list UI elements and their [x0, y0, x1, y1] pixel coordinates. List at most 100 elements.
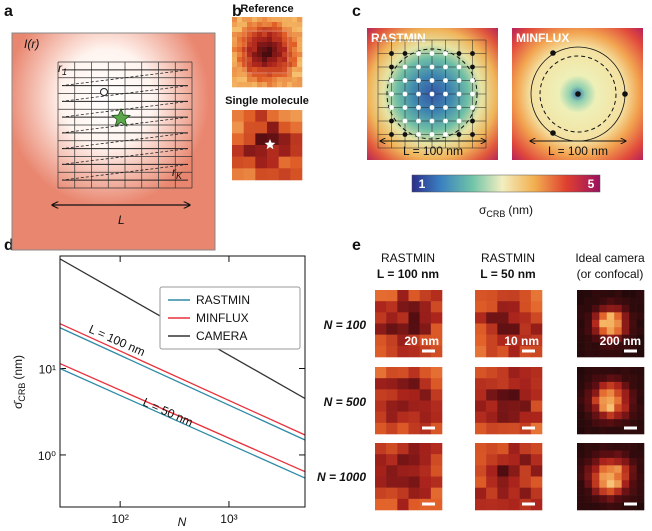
pixel	[599, 381, 608, 390]
pixel	[621, 334, 630, 343]
pixel	[375, 411, 387, 424]
pixel	[287, 77, 293, 83]
exposure-point	[416, 51, 421, 56]
pixel	[629, 342, 637, 350]
exposure-point	[456, 118, 462, 124]
colorbar-tick-label: 1	[419, 177, 426, 191]
pixel	[599, 480, 608, 488]
exposure-point	[402, 132, 408, 137]
pixel	[232, 121, 244, 134]
pixel	[591, 419, 600, 427]
pixel	[614, 487, 622, 496]
pixel	[267, 17, 273, 23]
pixel	[530, 378, 543, 390]
pixel	[606, 297, 615, 306]
exposure-point	[389, 51, 394, 56]
pixel	[577, 487, 585, 496]
pixel	[257, 72, 263, 78]
column-subtitle: L = 100 nm	[377, 267, 439, 281]
symbol: r	[58, 61, 63, 75]
row-label: N = 500	[324, 395, 367, 409]
pixel	[614, 290, 622, 298]
pixel	[375, 389, 387, 401]
pixel	[577, 472, 585, 481]
pixel	[591, 480, 600, 488]
pixel	[397, 476, 409, 488]
pixel	[282, 52, 288, 58]
pixel	[629, 327, 637, 335]
pixel	[606, 450, 615, 459]
pixel	[290, 156, 303, 169]
pixel	[621, 404, 630, 412]
pixel	[584, 396, 593, 405]
pixel	[267, 77, 273, 83]
pixel	[584, 472, 593, 481]
pixel	[629, 290, 637, 298]
pixel	[419, 411, 432, 424]
pixel	[636, 411, 645, 420]
pixel	[621, 495, 630, 503]
exposure-point	[456, 132, 462, 137]
pixel	[287, 32, 293, 38]
pixel	[247, 22, 253, 28]
pixel	[252, 72, 258, 78]
pixel	[287, 27, 293, 33]
pixel	[408, 334, 420, 347]
pixel	[530, 454, 543, 466]
pixel	[297, 42, 303, 48]
pixel	[621, 367, 630, 375]
pixel	[408, 367, 420, 379]
scan-return	[61, 132, 189, 150]
pixel	[629, 411, 637, 420]
pixel	[475, 312, 487, 324]
exposure-point	[470, 91, 475, 97]
pixel	[408, 465, 420, 477]
pixel	[408, 323, 420, 335]
exposure-point	[550, 130, 556, 136]
pixel	[486, 465, 498, 477]
pixel	[257, 82, 263, 88]
pixel	[292, 32, 298, 38]
pixel	[267, 47, 273, 53]
pixel	[419, 400, 432, 412]
colorbar-label: σCRB (nm)	[479, 203, 533, 219]
pixel	[375, 465, 387, 477]
pixel	[486, 301, 498, 313]
y-tick-label: 10⁰	[38, 449, 56, 463]
pixel	[629, 367, 637, 375]
pixel	[497, 443, 509, 455]
pixel	[629, 349, 637, 358]
pixel	[636, 443, 645, 451]
pixel	[530, 323, 543, 335]
pixel	[278, 145, 291, 157]
exposure-point	[443, 78, 448, 83]
pixel	[475, 334, 487, 347]
pixel	[257, 42, 263, 48]
pixel	[262, 67, 268, 73]
pixel	[397, 334, 409, 347]
pixel	[577, 342, 585, 350]
symbol: σ̄	[11, 400, 25, 409]
pixel	[508, 443, 520, 455]
pixel	[243, 168, 256, 181]
pixel	[614, 319, 622, 328]
pixel	[297, 17, 303, 23]
pixel	[242, 82, 248, 88]
exposure-point	[470, 78, 475, 83]
pixel	[621, 443, 630, 451]
pixel	[621, 297, 630, 306]
exposure-point	[456, 105, 462, 110]
pixel	[252, 62, 258, 68]
pixel	[242, 62, 248, 68]
pixel	[591, 297, 600, 306]
first-position-label: r1	[58, 61, 67, 77]
pixel	[606, 480, 615, 488]
pixel	[629, 495, 637, 503]
pixel	[614, 411, 622, 420]
pixel	[584, 419, 593, 427]
pixel	[599, 457, 608, 466]
pixel	[408, 411, 420, 424]
pixel	[629, 457, 637, 466]
pixel	[599, 443, 608, 451]
pixel	[430, 443, 443, 455]
